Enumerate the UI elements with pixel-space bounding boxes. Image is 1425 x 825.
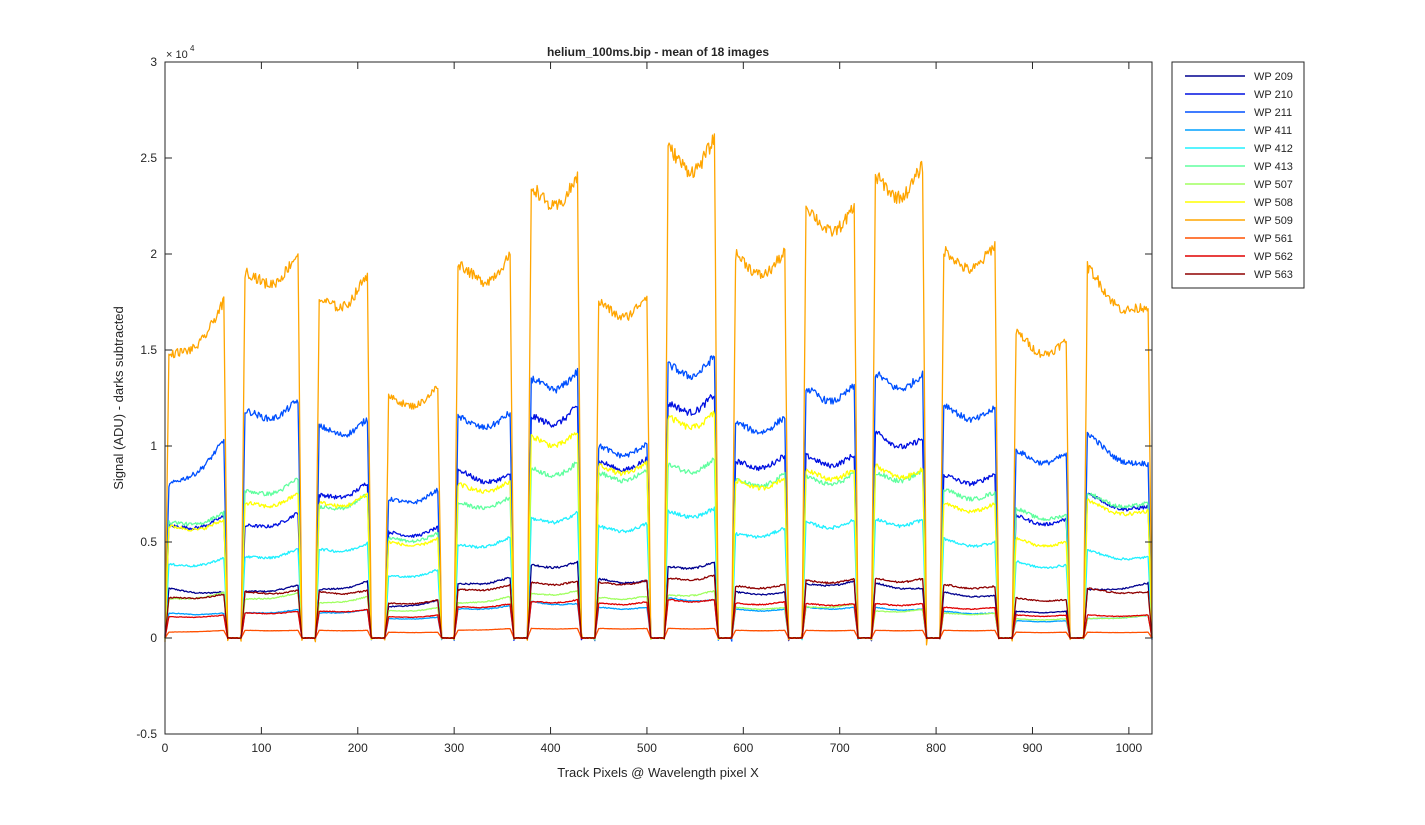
x-tick-label: 0 — [162, 741, 169, 755]
legend-label: WP 563 — [1254, 269, 1293, 281]
y-tick-label: 0.5 — [140, 535, 157, 549]
legend-items: WP 209 WP 210 WP 211 WP 411 WP 412 WP 413 WP 5… — [1185, 71, 1293, 281]
x-axis-label: Track Pixels @ Wavelength pixel X — [557, 765, 759, 780]
y-tick-label: -0.5 — [136, 727, 157, 741]
legend: WP 209 WP 210 WP 211 WP 411 WP 412 WP 413 WP 5… — [1171, 61, 1305, 289]
legend-label: WP 509 — [1254, 215, 1293, 227]
y-axis-label: Signal (ADU) - darks subtracted — [111, 306, 126, 490]
y-axis-exponent: × 10 4 — [166, 44, 195, 61]
x-tick-label: 200 — [348, 741, 368, 755]
y-tick-label: 1.5 — [140, 343, 157, 357]
x-tick-label: 1000 — [1116, 741, 1143, 755]
x-tick-label: 500 — [637, 741, 657, 755]
legend-box — [1171, 61, 1305, 289]
legend-label: WP 508 — [1254, 197, 1293, 209]
y-tick-label: 2.5 — [140, 151, 157, 165]
x-tick-label: 900 — [1022, 741, 1042, 755]
x-tick-label: 800 — [926, 741, 946, 755]
plot-area — [165, 62, 1152, 734]
legend-label: WP 413 — [1254, 161, 1293, 173]
legend-label: WP 561 — [1254, 233, 1293, 245]
x-tick-label: 300 — [444, 741, 464, 755]
legend-label: WP 412 — [1254, 143, 1293, 155]
plot-frame — [164, 61, 1153, 735]
x-tick-label: 600 — [733, 741, 753, 755]
series-layer — [164, 133, 1153, 646]
legend-label: WP 209 — [1254, 71, 1293, 83]
x-tick-label: 100 — [251, 741, 271, 755]
series-line — [164, 574, 1153, 640]
legend-label: WP 507 — [1254, 179, 1293, 191]
legend-label: WP 211 — [1254, 107, 1292, 119]
y-exponent-base: × 10 — [166, 49, 188, 61]
x-tick-label: 700 — [830, 741, 850, 755]
axes-layer: 0 100 200 300 400 500 600 700 800 900 1000 -0.5 0 0.5… — [136, 55, 1152, 755]
x-tick-label: 400 — [541, 741, 561, 755]
legend-label: WP 562 — [1254, 251, 1293, 263]
chart-title: helium_100ms.bip - mean of 18 images — [547, 45, 769, 59]
legend-label: WP 411 — [1254, 125, 1292, 137]
legend-label: WP 210 — [1254, 89, 1293, 101]
y-exponent-power: 4 — [190, 44, 195, 53]
y-tick-label: 3 — [150, 55, 157, 69]
y-tick-label: 0 — [150, 631, 157, 645]
y-tick-label: 1 — [150, 439, 157, 453]
y-tick-label: 2 — [150, 247, 157, 261]
